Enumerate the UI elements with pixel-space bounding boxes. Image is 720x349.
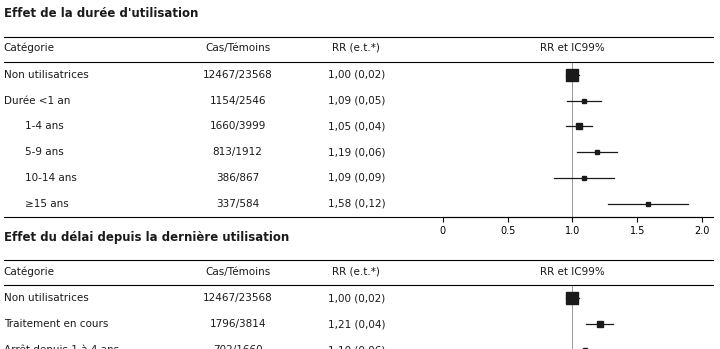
Text: 1,58 (0,12): 1,58 (0,12) (328, 199, 385, 209)
Text: RR (e.t.*): RR (e.t.*) (333, 43, 380, 53)
Text: Non utilisatrices: Non utilisatrices (4, 294, 89, 303)
Text: Cas/Témoins: Cas/Témoins (205, 267, 270, 277)
Text: Durée <1 an: Durée <1 an (4, 96, 70, 105)
Text: ≥15 ans: ≥15 ans (25, 199, 69, 209)
Text: 12467/23568: 12467/23568 (203, 294, 272, 303)
Text: 1,21 (0,04): 1,21 (0,04) (328, 319, 385, 329)
Text: RR (e.t.*): RR (e.t.*) (333, 267, 380, 277)
Text: 12467/23568: 12467/23568 (203, 70, 272, 80)
Text: 337/584: 337/584 (216, 199, 259, 209)
Text: 1-4 ans: 1-4 ans (25, 121, 64, 131)
Text: 1,09 (0,05): 1,09 (0,05) (328, 96, 385, 105)
Text: 1,19 (0,06): 1,19 (0,06) (328, 147, 385, 157)
Text: 1660/3999: 1660/3999 (210, 121, 266, 131)
Text: Effet de la durée d'utilisation: Effet de la durée d'utilisation (4, 7, 198, 20)
Text: RR et IC99%: RR et IC99% (540, 43, 605, 53)
Text: 1154/2546: 1154/2546 (210, 96, 266, 105)
Text: 1,09 (0,09): 1,09 (0,09) (328, 173, 385, 183)
Text: RR et IC99%: RR et IC99% (540, 267, 605, 277)
Text: Catégorie: Catégorie (4, 43, 55, 53)
Text: 813/1912: 813/1912 (212, 147, 263, 157)
Text: Effet du délai depuis la dernière utilisation: Effet du délai depuis la dernière utilis… (4, 231, 289, 244)
Text: 386/867: 386/867 (216, 173, 259, 183)
Text: 1,00 (0,02): 1,00 (0,02) (328, 294, 385, 303)
Text: Catégorie: Catégorie (4, 266, 55, 277)
Text: 702/1660: 702/1660 (213, 345, 262, 349)
Text: Arrêt depuis 1 à 4 ans: Arrêt depuis 1 à 4 ans (4, 345, 119, 349)
Text: 1,05 (0,04): 1,05 (0,04) (328, 121, 385, 131)
Text: 1,00 (0,02): 1,00 (0,02) (328, 70, 385, 80)
Text: 1796/3814: 1796/3814 (210, 319, 266, 329)
Text: Cas/Témoins: Cas/Témoins (205, 43, 270, 53)
Text: 5-9 ans: 5-9 ans (25, 147, 64, 157)
Text: 1,10 (0,06): 1,10 (0,06) (328, 345, 385, 349)
Text: Traitement en cours: Traitement en cours (4, 319, 108, 329)
Text: 10-14 ans: 10-14 ans (25, 173, 77, 183)
Text: Non utilisatrices: Non utilisatrices (4, 70, 89, 80)
